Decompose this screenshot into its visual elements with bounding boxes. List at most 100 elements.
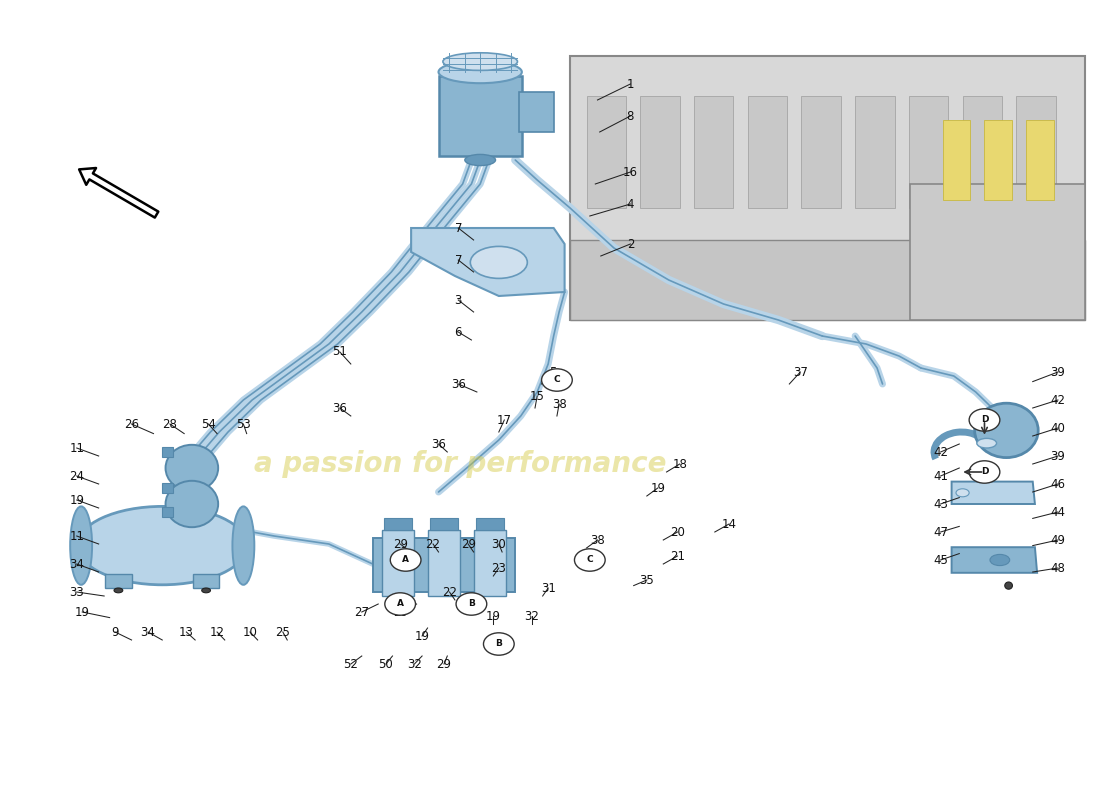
Text: 19: 19 — [415, 630, 430, 642]
Text: B: B — [495, 639, 503, 649]
Text: A: A — [403, 555, 409, 565]
Text: 13: 13 — [179, 626, 194, 638]
Text: 37: 37 — [793, 366, 807, 378]
Text: A: A — [397, 599, 404, 609]
Bar — [1026, 120, 1054, 200]
Text: FERRARI: FERRARI — [703, 206, 1052, 274]
Text: 12: 12 — [210, 626, 224, 638]
Text: 14: 14 — [722, 518, 737, 530]
Ellipse shape — [443, 53, 517, 70]
Ellipse shape — [201, 588, 210, 593]
Bar — [518, 92, 553, 132]
Ellipse shape — [77, 506, 248, 585]
Text: 7: 7 — [454, 254, 462, 266]
Bar — [984, 120, 1012, 200]
Text: 32: 32 — [407, 658, 421, 670]
Bar — [163, 483, 173, 493]
Text: 15: 15 — [530, 390, 544, 402]
Ellipse shape — [465, 154, 495, 166]
Bar — [439, 76, 521, 156]
Text: 4: 4 — [627, 198, 634, 210]
Bar — [1016, 96, 1056, 208]
Text: 10: 10 — [242, 626, 257, 638]
Text: 41: 41 — [933, 470, 948, 482]
Text: D: D — [981, 415, 988, 425]
Ellipse shape — [165, 445, 218, 491]
Text: 1: 1 — [627, 78, 634, 90]
Text: 23: 23 — [492, 562, 506, 574]
Circle shape — [541, 369, 572, 391]
Text: 29: 29 — [437, 658, 451, 670]
Text: 20: 20 — [670, 526, 685, 538]
Polygon shape — [570, 240, 1086, 320]
Text: 52: 52 — [343, 658, 359, 670]
Text: 53: 53 — [236, 418, 251, 430]
Text: 34: 34 — [141, 626, 155, 638]
Text: 3: 3 — [454, 294, 462, 306]
Text: 29: 29 — [461, 538, 475, 550]
Text: 19: 19 — [75, 606, 90, 618]
Circle shape — [456, 593, 487, 615]
Text: 29: 29 — [393, 606, 408, 618]
Text: 26: 26 — [124, 418, 139, 430]
Ellipse shape — [232, 506, 254, 585]
Text: 45: 45 — [933, 554, 948, 566]
Text: 44: 44 — [1050, 506, 1066, 518]
Text: 7: 7 — [454, 222, 462, 234]
Text: 48: 48 — [1050, 562, 1066, 574]
Circle shape — [385, 593, 416, 615]
Text: 38: 38 — [552, 398, 567, 410]
Bar — [192, 574, 219, 588]
Text: 29: 29 — [393, 538, 408, 550]
Bar — [373, 538, 515, 592]
Ellipse shape — [70, 506, 92, 585]
Text: 19: 19 — [69, 494, 85, 506]
Text: 34: 34 — [69, 558, 85, 570]
Text: 35: 35 — [639, 574, 654, 586]
Text: 27: 27 — [354, 606, 370, 618]
Circle shape — [390, 549, 421, 571]
Circle shape — [969, 409, 1000, 431]
Text: 39: 39 — [1050, 450, 1066, 462]
Text: 38: 38 — [590, 534, 605, 546]
Text: 17: 17 — [497, 414, 512, 426]
Text: 19: 19 — [486, 610, 500, 622]
Text: 50: 50 — [378, 658, 394, 670]
Bar — [476, 518, 504, 530]
Text: 2: 2 — [627, 238, 634, 250]
Text: 33: 33 — [69, 586, 84, 598]
Text: C: C — [586, 555, 593, 565]
Polygon shape — [570, 56, 1086, 320]
Text: 47: 47 — [933, 526, 948, 538]
Bar — [163, 507, 173, 517]
Ellipse shape — [975, 403, 1038, 458]
Polygon shape — [952, 482, 1035, 504]
Bar — [640, 96, 680, 208]
Circle shape — [969, 461, 1000, 483]
Text: 5: 5 — [549, 366, 557, 378]
Bar — [474, 530, 506, 596]
Text: 16: 16 — [623, 166, 638, 178]
Circle shape — [484, 633, 514, 655]
Text: 6: 6 — [454, 326, 462, 338]
Text: 22: 22 — [426, 538, 440, 550]
Circle shape — [574, 549, 605, 571]
Text: 21: 21 — [670, 550, 685, 562]
Text: 28: 28 — [163, 418, 177, 430]
Text: 31: 31 — [541, 582, 556, 594]
Text: 42: 42 — [1050, 394, 1066, 406]
Text: D: D — [981, 467, 988, 477]
Bar — [802, 96, 840, 208]
Text: 30: 30 — [492, 538, 506, 550]
Bar — [382, 530, 415, 596]
Text: a passion for performance: a passion for performance — [254, 450, 667, 478]
Text: B: B — [468, 599, 475, 609]
Ellipse shape — [1004, 582, 1012, 589]
Text: 8: 8 — [627, 110, 634, 122]
FancyArrowPatch shape — [79, 168, 158, 218]
Text: 36: 36 — [451, 378, 465, 390]
Text: 9: 9 — [111, 626, 119, 638]
Polygon shape — [411, 228, 564, 296]
Bar — [855, 96, 894, 208]
Ellipse shape — [990, 554, 1010, 566]
